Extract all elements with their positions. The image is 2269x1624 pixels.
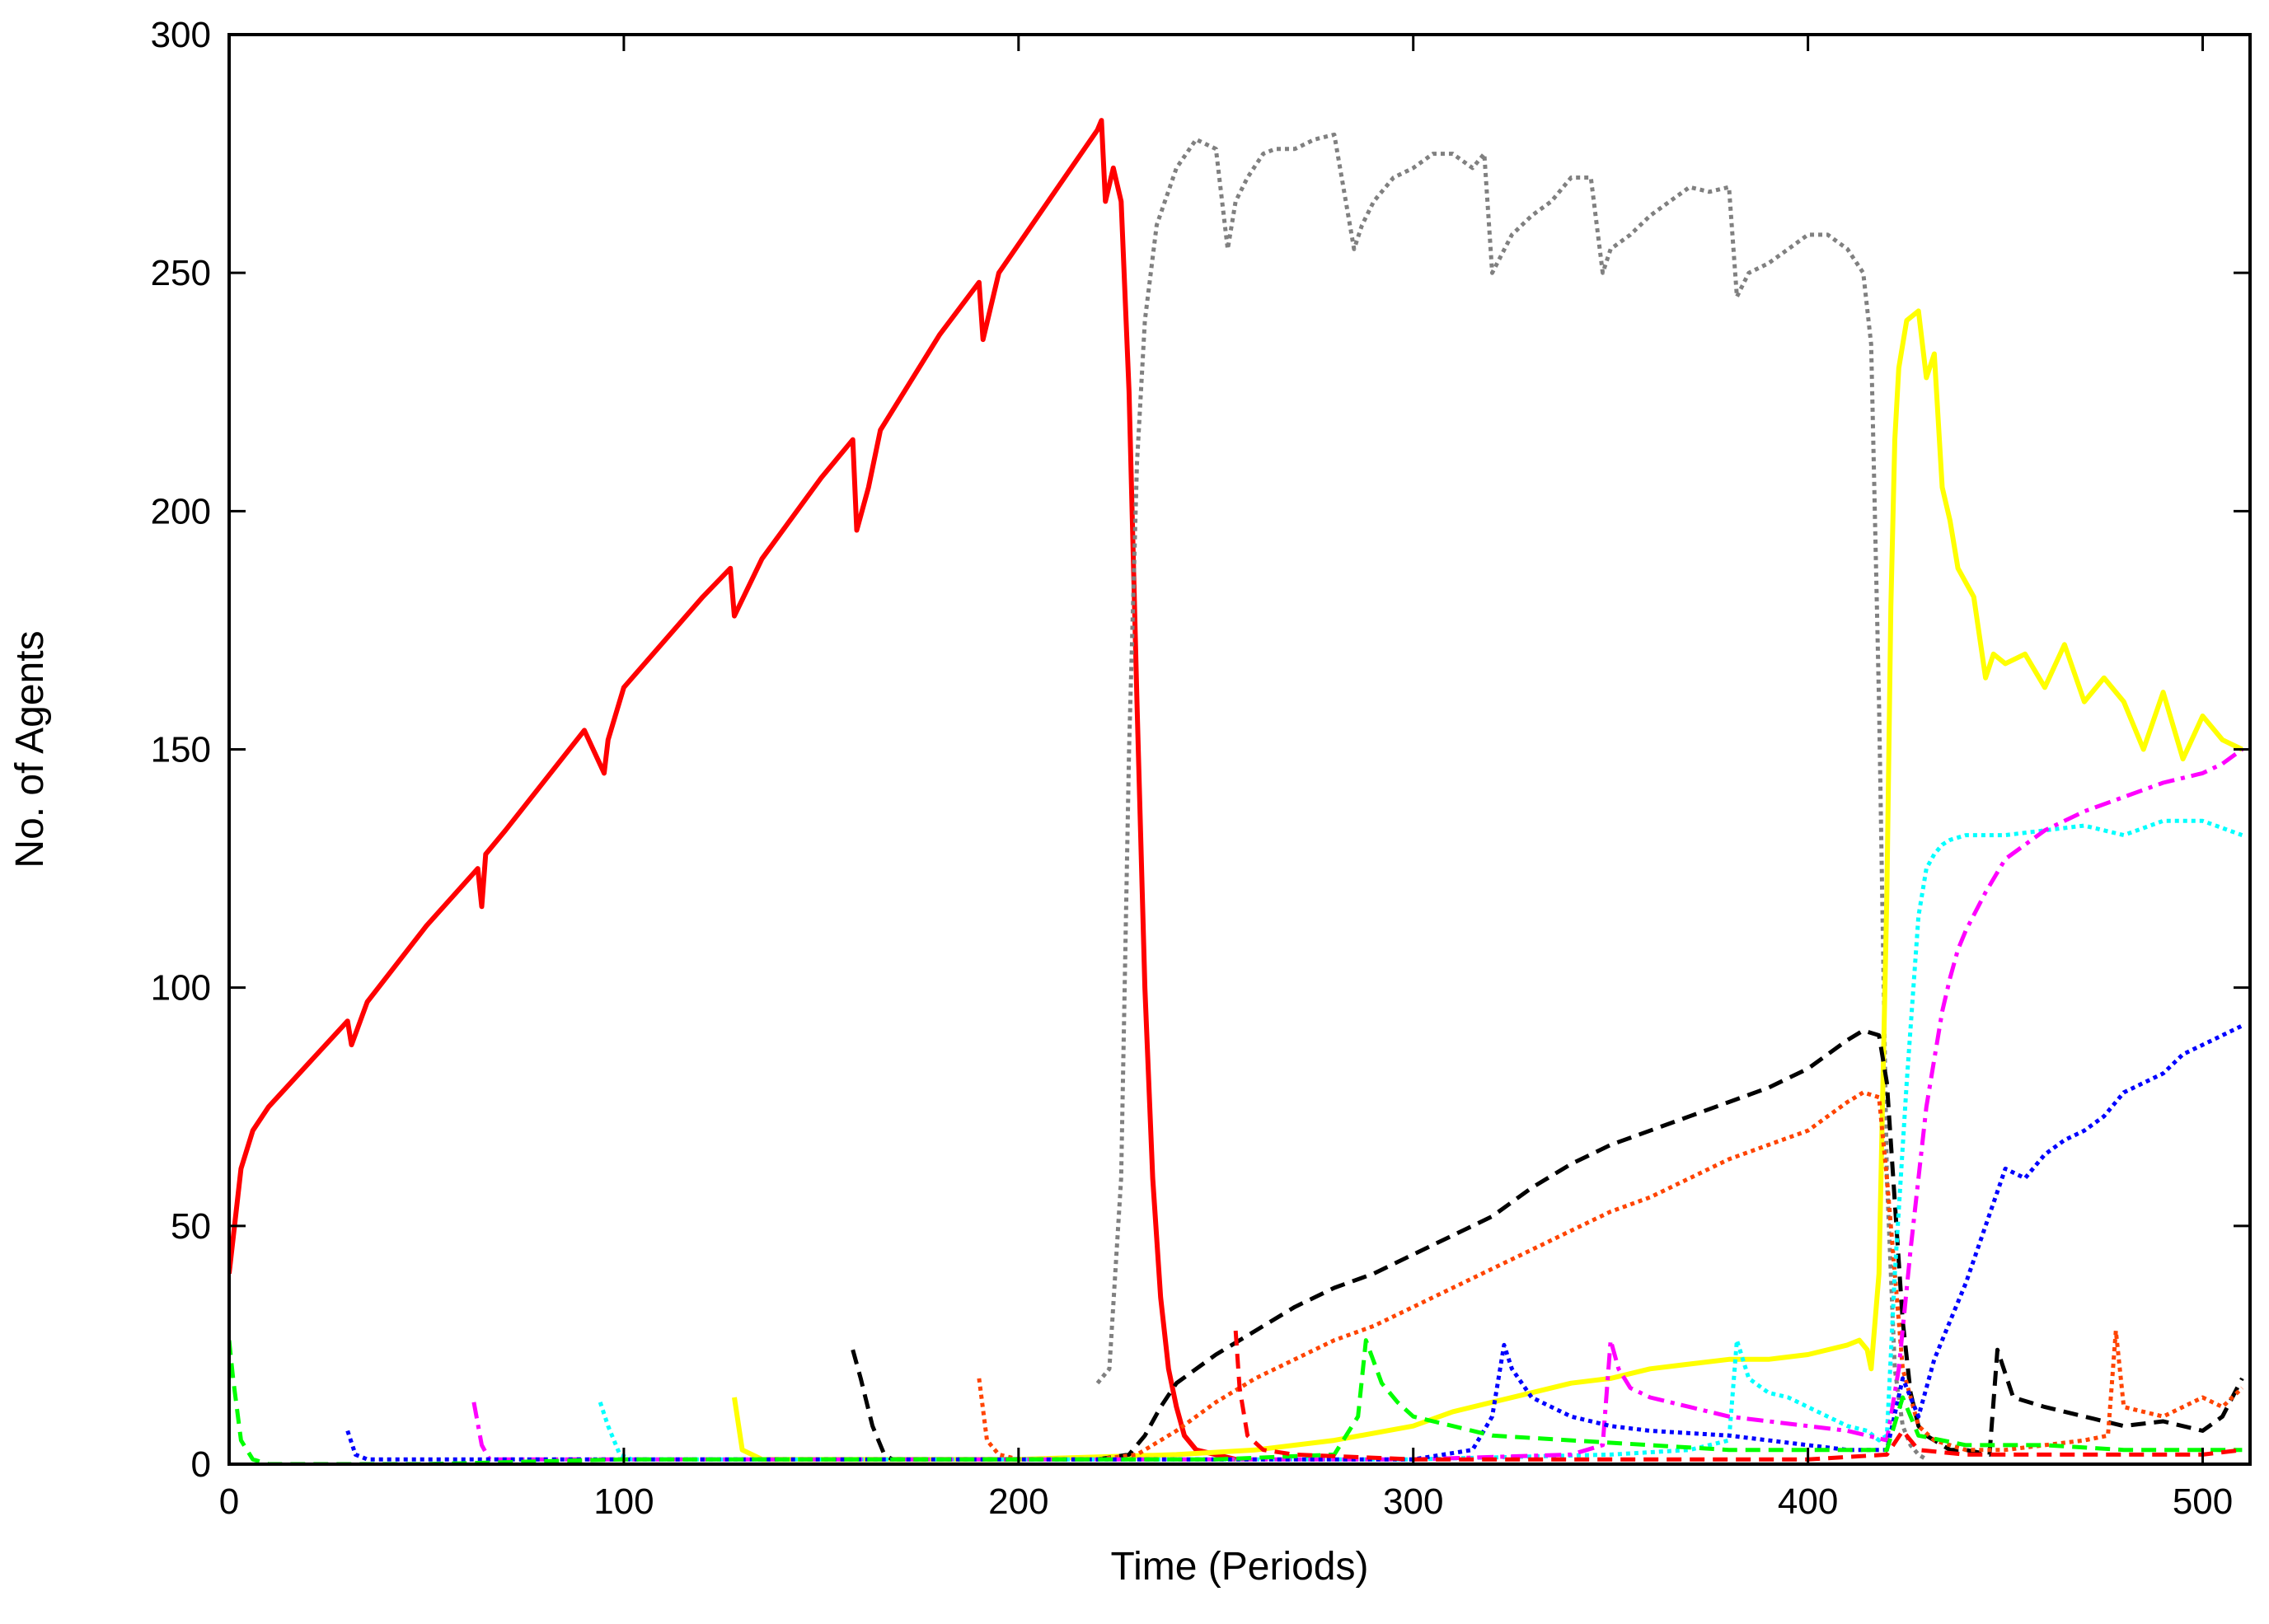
y-tick-label-250: 250: [151, 253, 211, 293]
x-tick-label-100: 100: [593, 1481, 654, 1522]
series-line-5: [977, 1090, 2244, 1462]
series-line-7: [471, 747, 2243, 1462]
y-tick-label-150: 150: [151, 730, 211, 770]
x-tick-label-300: 300: [1383, 1481, 1443, 1522]
y-axis-title: No. of Agents: [8, 630, 52, 868]
series-line-4: [851, 1028, 2244, 1462]
y-tick-label-50: 50: [171, 1206, 211, 1247]
plot-frame: [227, 33, 2252, 1466]
x-tick-label-0: 0: [219, 1481, 239, 1522]
ticks-layer: 0 100 200 300 400 500 0 50 100 150 200 250 300: [151, 15, 2250, 1522]
series-line-3: [732, 308, 2243, 1463]
series-line-2: [1095, 132, 1928, 1462]
series-layer: [229, 118, 2244, 1464]
series-line-8: [345, 1023, 2243, 1462]
x-tick-label-200: 200: [988, 1481, 1048, 1522]
series-line-9: [229, 1338, 2243, 1464]
y-tick-label-300: 300: [151, 15, 211, 55]
x-axis-title: Time (Periods): [1111, 1545, 1369, 1589]
series-line-1: [229, 118, 1236, 1463]
y-tick-label-0: 0: [191, 1444, 211, 1485]
x-tick-label-400: 400: [1778, 1481, 1838, 1522]
series-line-6: [598, 818, 2243, 1462]
x-tick-label-500: 500: [2173, 1481, 2233, 1522]
y-tick-label-100: 100: [151, 968, 211, 1009]
y-tick-label-200: 200: [151, 491, 211, 531]
